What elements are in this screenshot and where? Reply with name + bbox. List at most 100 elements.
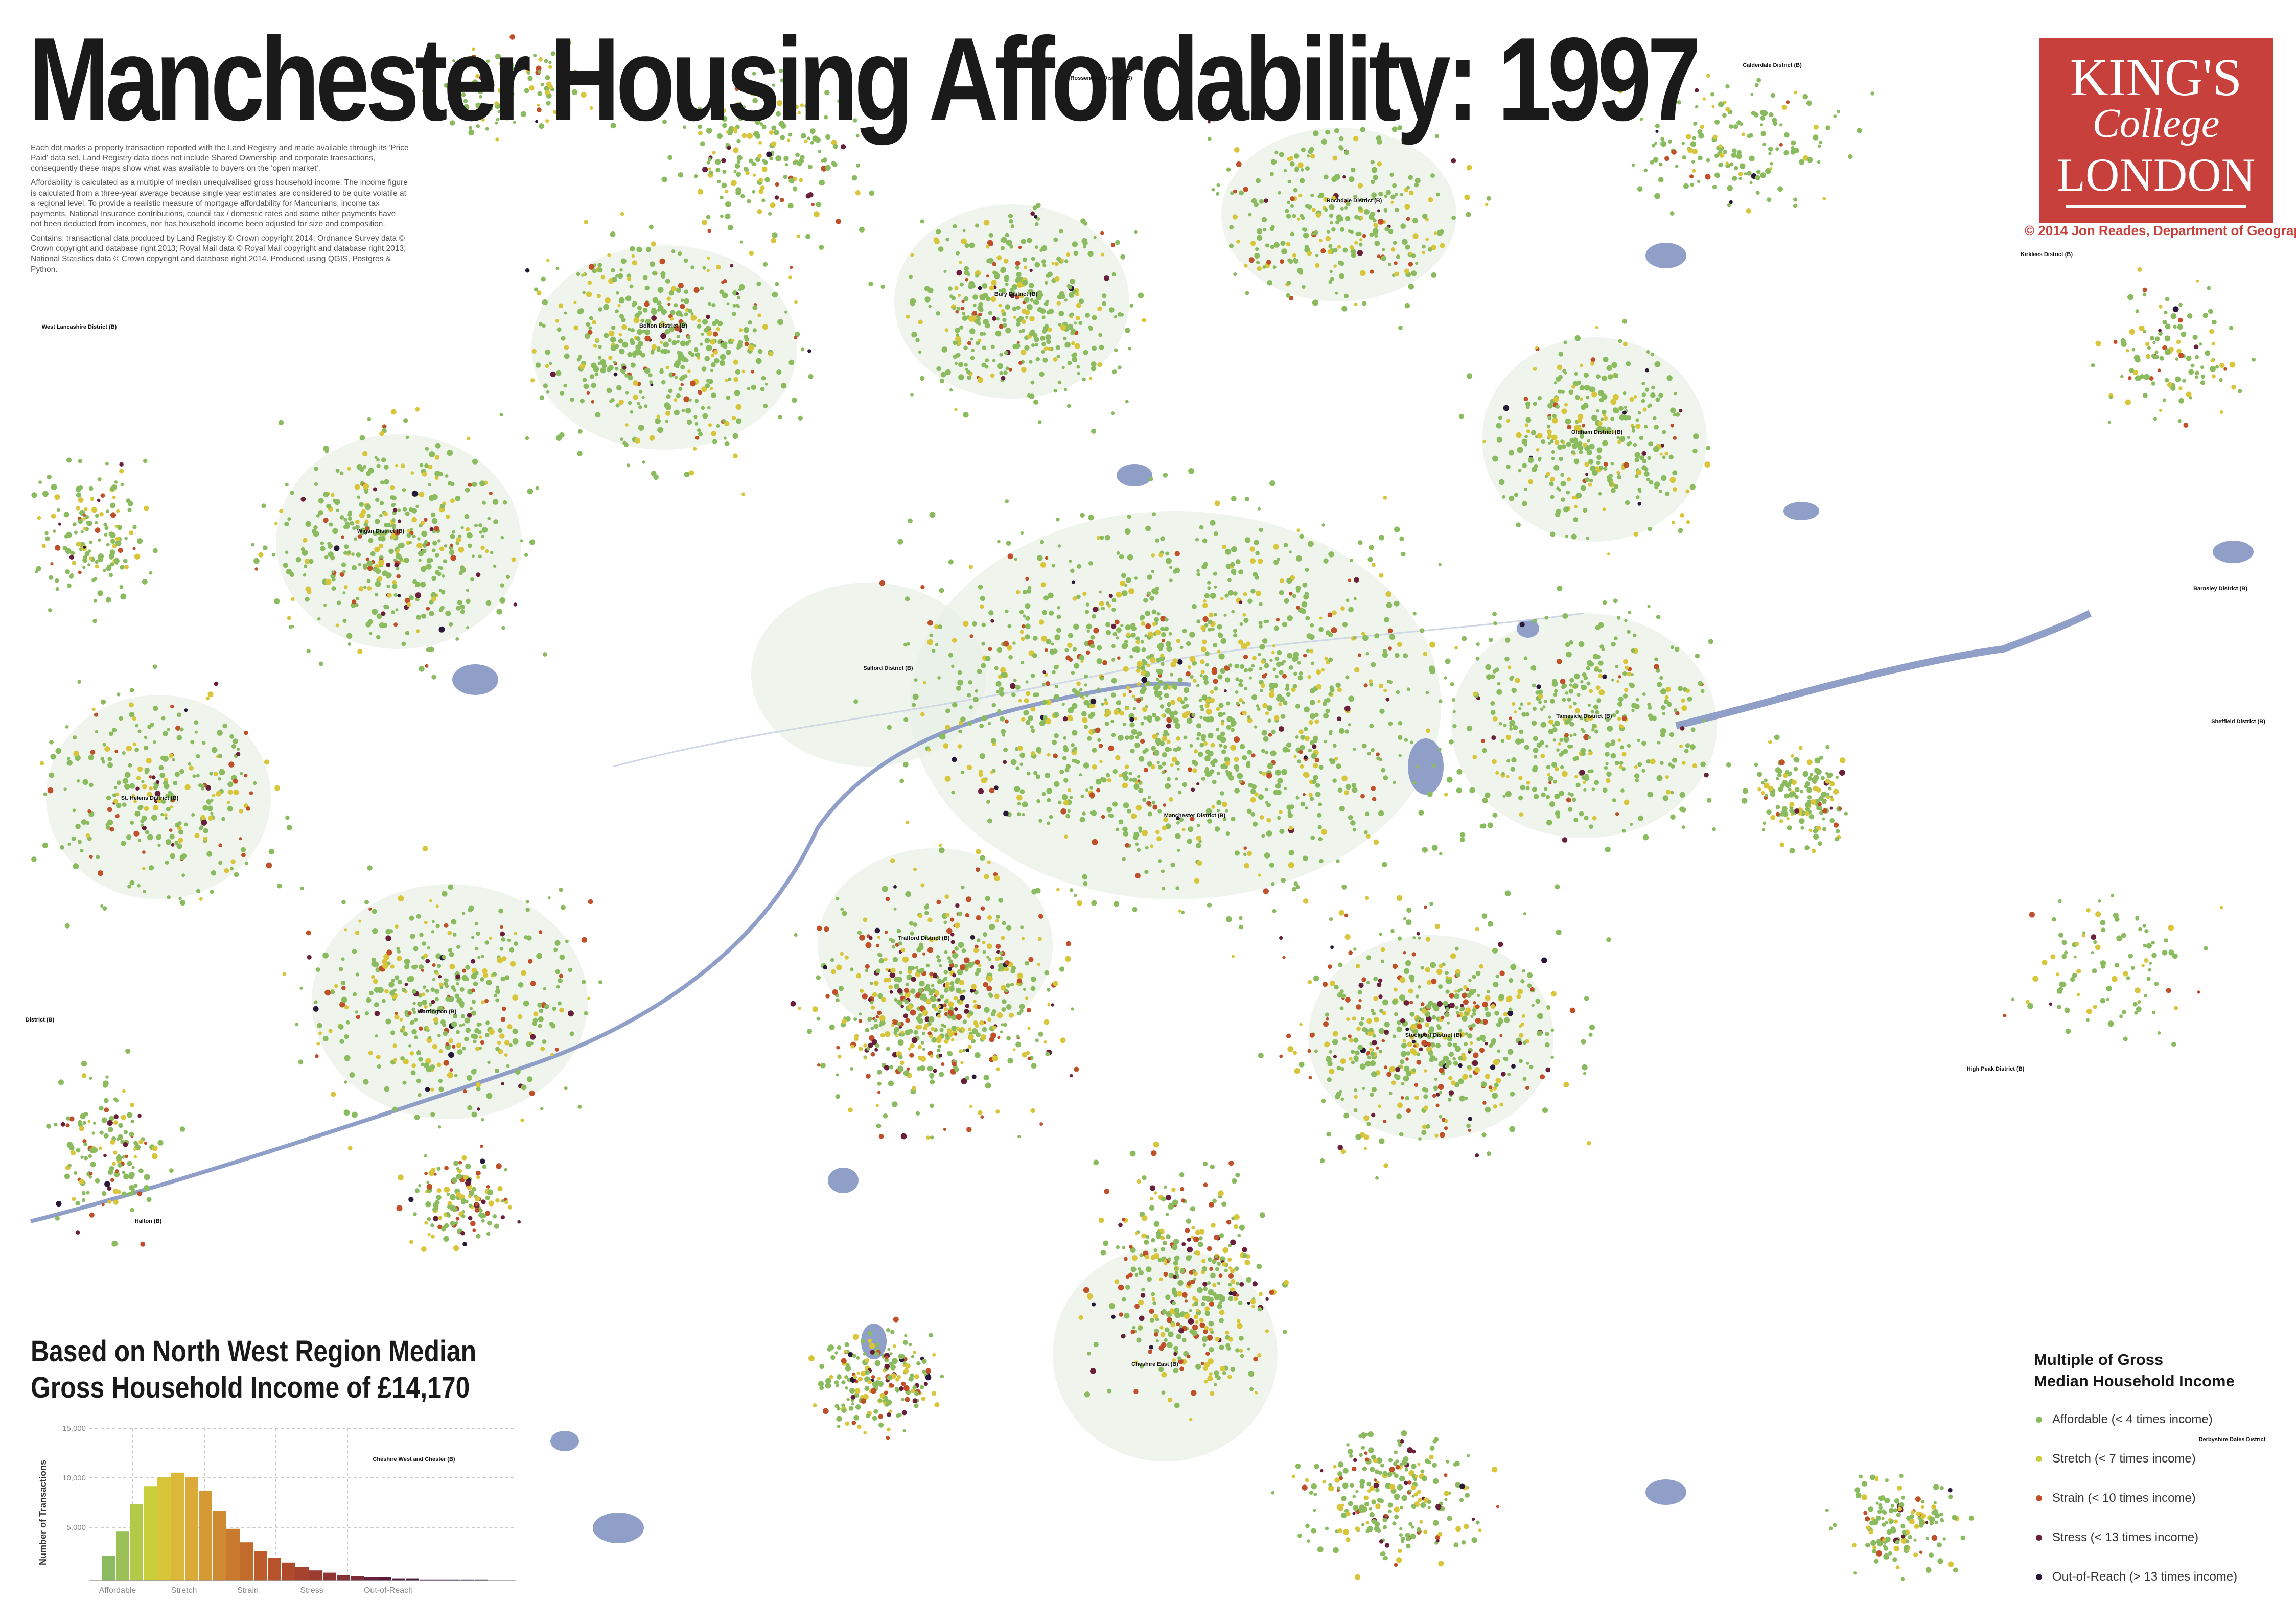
transaction-dot — [1498, 722, 1502, 726]
transaction-dot — [948, 559, 954, 565]
transaction-dot — [1438, 699, 1443, 703]
transaction-dot — [1096, 536, 1101, 540]
transaction-dot — [637, 310, 642, 315]
transaction-dot — [379, 501, 384, 506]
transaction-dot — [499, 413, 503, 417]
transaction-dot — [1151, 553, 1155, 558]
transaction-dot — [1299, 533, 1305, 539]
transaction-dot — [1071, 743, 1075, 747]
transaction-dot — [1129, 304, 1134, 308]
transaction-dot — [1085, 313, 1091, 318]
transaction-dot — [274, 522, 278, 526]
transaction-dot — [1350, 248, 1356, 254]
transaction-dot — [1646, 350, 1650, 354]
transaction-dot — [1000, 672, 1006, 678]
transaction-dot — [1647, 703, 1651, 707]
transaction-dot — [1313, 230, 1318, 236]
transaction-dot — [1524, 434, 1528, 438]
transaction-dot — [1581, 751, 1586, 756]
transaction-dot — [962, 315, 968, 321]
transaction-dot — [404, 982, 408, 986]
transaction-dot — [1280, 259, 1285, 264]
transaction-dot — [1662, 712, 1665, 715]
transaction-dot — [1422, 213, 1428, 219]
transaction-dot — [1589, 689, 1593, 693]
transaction-dot — [1278, 702, 1282, 706]
transaction-dot — [543, 987, 546, 990]
transaction-dot — [586, 391, 590, 395]
transaction-dot — [1128, 588, 1134, 594]
transaction-dot — [538, 1024, 542, 1028]
transaction-dot — [1348, 723, 1351, 727]
transaction-dot — [1104, 701, 1109, 706]
transaction-dot — [1068, 314, 1072, 317]
transaction-dot — [927, 639, 933, 645]
transaction-dot — [1559, 456, 1564, 461]
transaction-dot — [282, 972, 287, 976]
transaction-dot — [1486, 990, 1490, 993]
transaction-dot — [1277, 557, 1280, 561]
transaction-dot — [431, 920, 435, 923]
transaction-dot — [448, 481, 452, 486]
transaction-dot — [153, 805, 159, 811]
transaction-dot — [966, 369, 971, 375]
transaction-dot — [976, 849, 981, 855]
transaction-dot — [374, 593, 379, 597]
transaction-dot — [539, 395, 545, 400]
transaction-dot — [1495, 771, 1499, 775]
transaction-dot — [484, 1033, 490, 1038]
transaction-dot — [1087, 736, 1092, 741]
transaction-dot — [392, 1043, 397, 1048]
transaction-dot — [975, 867, 980, 872]
transaction-dot — [1162, 752, 1167, 758]
transaction-dot — [936, 311, 940, 316]
transaction-dot — [1111, 678, 1117, 684]
transaction-dot — [497, 1040, 501, 1045]
transaction-dot — [424, 463, 429, 468]
transaction-dot — [1418, 936, 1421, 940]
transaction-dot — [1223, 745, 1227, 749]
transaction-dot — [405, 631, 410, 636]
transaction-dot — [1091, 428, 1097, 434]
transaction-dot — [1579, 385, 1585, 391]
transaction-dot — [586, 291, 592, 297]
transaction-dot — [1251, 694, 1258, 701]
transaction-dot — [1351, 1060, 1355, 1064]
transaction-dot — [1637, 762, 1642, 767]
transaction-dot — [1170, 714, 1175, 720]
transaction-dot — [1358, 206, 1362, 211]
transaction-dot — [1212, 779, 1217, 784]
transaction-dot — [1548, 715, 1551, 719]
transaction-dot — [1371, 662, 1376, 667]
transaction-dot — [1546, 424, 1551, 429]
transaction-dot — [626, 463, 631, 468]
transaction-dot — [1454, 946, 1459, 951]
transaction-dot — [1629, 397, 1634, 402]
transaction-dot — [620, 258, 627, 264]
transaction-dot — [637, 329, 643, 335]
transaction-dot — [1025, 720, 1031, 725]
transaction-dot — [1005, 366, 1010, 370]
transaction-dot — [432, 1043, 438, 1050]
transaction-dot — [999, 691, 1005, 697]
transaction-dot — [415, 504, 419, 508]
transaction-dot — [1449, 1052, 1454, 1057]
transaction-dot — [1207, 902, 1212, 908]
transaction-dot — [1337, 787, 1343, 793]
transaction-dot — [710, 353, 715, 357]
transaction-dot — [1451, 1080, 1456, 1085]
transaction-dot — [1029, 360, 1033, 364]
transaction-dot — [1225, 564, 1232, 569]
transaction-dot — [1271, 882, 1275, 886]
transaction-dot — [1262, 771, 1266, 776]
transaction-dot — [1036, 217, 1040, 221]
transaction-dot — [317, 617, 321, 621]
transaction-dot — [1426, 1003, 1432, 1009]
transaction-dot — [1011, 692, 1016, 697]
transaction-dot — [1177, 697, 1183, 702]
transaction-dot — [648, 224, 654, 229]
transaction-dot — [620, 437, 623, 442]
transaction-dot — [1312, 779, 1317, 784]
transaction-dot — [1025, 623, 1031, 630]
